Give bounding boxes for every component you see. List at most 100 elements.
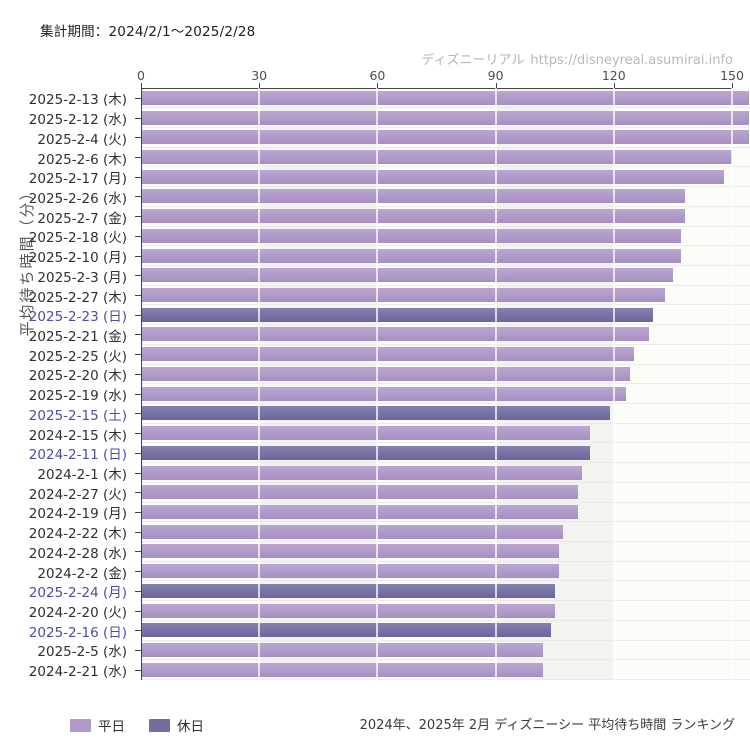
table-row: 2025-2-12 (水) [0, 108, 750, 128]
date-label: 2025-2-7 (金) [37, 210, 127, 227]
wait-time-bar[interactable] [141, 485, 579, 500]
site-url: https://disneyreal.asumirai.info [530, 53, 733, 68]
y-tick-mark [127, 511, 141, 513]
x-axis-line [141, 88, 732, 89]
wait-time-bar[interactable] [141, 544, 559, 559]
wait-time-bar[interactable] [141, 327, 650, 342]
legend-label-holiday: 休日 [177, 719, 204, 735]
y-tick-mark [127, 551, 141, 553]
wait-time-bar[interactable] [141, 130, 749, 145]
bar-track [141, 148, 750, 168]
bar-track [141, 345, 750, 365]
date-label: 2024-2-19 (月) [28, 506, 127, 523]
x-tick-label: 90 [487, 68, 504, 83]
wait-time-bar[interactable] [141, 366, 630, 381]
table-row: 2024-2-19 (月) [0, 503, 750, 523]
wait-time-bar[interactable] [141, 268, 673, 283]
wait-time-bar[interactable] [141, 150, 732, 165]
table-row: 2024-2-27 (火) [0, 483, 750, 503]
bar-track [141, 167, 750, 188]
bar-track [141, 404, 750, 424]
wait-time-bar[interactable] [141, 662, 543, 677]
bar-track [141, 128, 750, 148]
wait-time-bar[interactable] [141, 307, 654, 322]
x-tick-label: 30 [251, 68, 268, 83]
wait-time-bar[interactable] [141, 189, 685, 204]
wait-time-bar[interactable] [141, 583, 555, 598]
table-row: 2024-2-21 (水) [0, 660, 750, 680]
wait-time-bar[interactable] [141, 603, 555, 618]
date-label: 2024-2-15 (木) [28, 427, 127, 444]
wait-time-bar[interactable] [141, 642, 543, 657]
wait-time-bar[interactable] [141, 524, 563, 539]
table-row: 2024-2-20 (火) [0, 601, 750, 621]
date-label: 2025-2-4 (火) [37, 131, 127, 148]
bar-track [141, 424, 750, 444]
date-label: 2025-2-21 (金) [28, 328, 127, 345]
table-row: 2025-2-13 (木) [0, 89, 750, 108]
y-tick-mark [127, 97, 141, 99]
wait-time-bar[interactable] [141, 209, 685, 224]
y-tick-mark [127, 216, 141, 218]
date-label: 2025-2-27 (木) [28, 289, 127, 306]
wait-time-bar[interactable] [141, 90, 749, 105]
table-row: 2024-2-22 (木) [0, 522, 750, 542]
wait-time-bar[interactable] [141, 445, 591, 460]
y-tick-mark [127, 492, 141, 494]
wait-time-bar[interactable] [141, 406, 610, 421]
legend-item-holiday[interactable]: 休日 [149, 715, 204, 735]
bar-track [141, 581, 750, 602]
bar-track [141, 384, 750, 404]
date-label: 2024-2-28 (水) [28, 545, 127, 562]
date-label: 2025-2-18 (火) [28, 230, 127, 247]
y-tick-mark [127, 137, 141, 139]
x-tick-mark [613, 83, 615, 88]
y-tick-mark [127, 275, 141, 277]
date-label: 2025-2-5 (水) [37, 644, 127, 661]
bar-track [141, 621, 750, 641]
date-label: 2024-2-21 (水) [28, 664, 127, 681]
bar-track [141, 305, 750, 326]
wait-time-bar[interactable] [141, 110, 749, 125]
table-row: 2024-2-1 (木) [0, 463, 750, 483]
wait-time-bar[interactable] [141, 169, 725, 184]
legend-item-weekday[interactable]: 平日 [70, 715, 125, 735]
y-tick-mark [127, 669, 141, 671]
wait-time-bar[interactable] [141, 248, 681, 263]
bar-track [141, 601, 750, 621]
wait-time-bar[interactable] [141, 623, 551, 638]
wait-time-bar[interactable] [141, 504, 579, 519]
legend-label-weekday: 平日 [98, 719, 125, 735]
weekday-color-swatch [70, 718, 91, 732]
y-tick-mark [127, 610, 141, 612]
bar-track [141, 365, 750, 385]
date-label: 2025-2-24 (月) [28, 585, 127, 602]
table-row: 2025-2-18 (火) [0, 227, 750, 247]
y-tick-mark [127, 196, 141, 198]
x-tick-label: 0 [137, 68, 145, 83]
date-label: 2025-2-3 (月) [37, 269, 127, 286]
x-tick-label: 60 [369, 68, 386, 83]
date-label: 2025-2-6 (木) [37, 151, 127, 168]
table-row: 2024-2-28 (水) [0, 542, 750, 562]
table-row: 2025-2-16 (日) [0, 621, 750, 641]
date-label: 2024-2-1 (木) [37, 467, 127, 484]
table-row: 2025-2-20 (木) [0, 365, 750, 385]
table-row: 2025-2-24 (月) [0, 581, 750, 601]
bar-track [141, 483, 750, 503]
x-tick-mark [495, 83, 497, 88]
y-tick-mark [127, 393, 141, 395]
wait-time-bar[interactable] [141, 347, 634, 362]
wait-time-bar[interactable] [141, 288, 666, 303]
bar-track [141, 207, 750, 227]
wait-time-bar[interactable] [141, 386, 626, 401]
wait-time-bar[interactable] [141, 564, 559, 579]
y-tick-mark [127, 630, 141, 632]
bar-track [141, 443, 750, 464]
table-row: 2024-2-11 (日) [0, 443, 750, 463]
wait-time-bar[interactable] [141, 465, 583, 480]
wait-time-bar[interactable] [141, 426, 591, 441]
y-tick-mark [127, 157, 141, 159]
date-label: 2024-2-11 (日) [28, 447, 127, 464]
wait-time-bar[interactable] [141, 228, 681, 243]
